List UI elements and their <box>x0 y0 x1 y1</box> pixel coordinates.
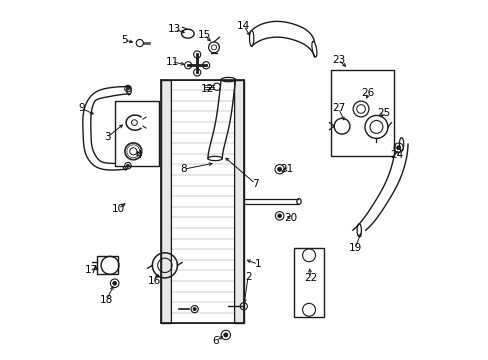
Text: 13: 13 <box>167 24 181 35</box>
Bar <box>171 80 234 323</box>
Text: 17: 17 <box>84 265 98 275</box>
Text: 22: 22 <box>304 273 317 283</box>
Bar <box>330 69 394 156</box>
Text: 25: 25 <box>376 108 389 118</box>
Text: 23: 23 <box>331 55 345 65</box>
Text: 12: 12 <box>201 84 214 94</box>
Text: 3: 3 <box>104 132 111 142</box>
Circle shape <box>193 307 196 311</box>
Circle shape <box>396 146 400 150</box>
Bar <box>234 80 244 323</box>
Text: 19: 19 <box>347 243 361 253</box>
Bar <box>97 256 118 274</box>
Text: 26: 26 <box>361 88 374 98</box>
Text: 4: 4 <box>135 150 142 160</box>
Text: 6: 6 <box>212 336 219 346</box>
Bar <box>161 80 171 323</box>
Text: 20: 20 <box>284 213 297 222</box>
Bar <box>293 248 324 317</box>
Text: 27: 27 <box>331 103 345 113</box>
Bar <box>115 101 159 166</box>
Text: 16: 16 <box>147 276 161 286</box>
Text: 8: 8 <box>180 164 186 174</box>
Text: 9: 9 <box>78 103 84 113</box>
Circle shape <box>126 164 129 167</box>
Text: 18: 18 <box>100 295 113 305</box>
Text: 14: 14 <box>237 21 250 31</box>
Circle shape <box>277 167 281 171</box>
Text: 1: 1 <box>254 259 261 269</box>
Text: 24: 24 <box>389 150 403 160</box>
Text: 10: 10 <box>111 204 124 214</box>
Circle shape <box>126 87 129 90</box>
Text: 7: 7 <box>251 179 258 189</box>
Text: 15: 15 <box>197 30 210 40</box>
Text: 2: 2 <box>244 272 251 282</box>
Text: 11: 11 <box>165 57 178 67</box>
Text: 21: 21 <box>280 164 293 174</box>
Circle shape <box>277 214 281 218</box>
Text: 5: 5 <box>121 35 127 45</box>
Circle shape <box>224 333 227 337</box>
Circle shape <box>113 282 116 285</box>
